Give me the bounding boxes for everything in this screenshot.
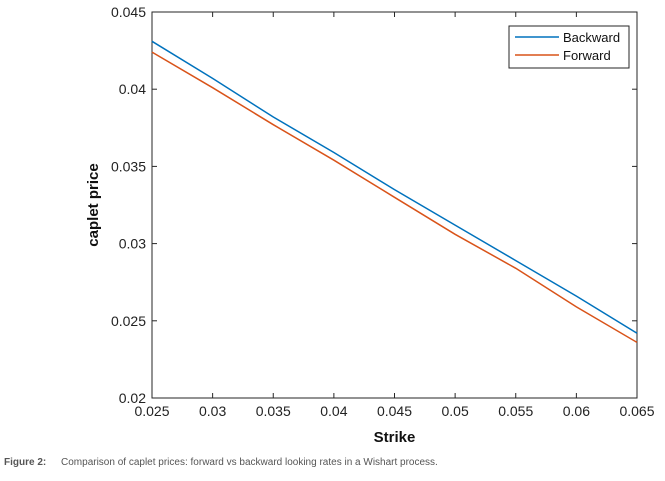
- legend-box: [508, 25, 630, 69]
- y-tick-label: 0.025: [111, 313, 146, 329]
- y-axis-label: caplet price: [85, 163, 102, 246]
- series-line-backward: [151, 40, 638, 334]
- x-tick-label: 0.065: [619, 403, 654, 419]
- figure-label: Figure 2:: [4, 457, 47, 468]
- x-axis-label: Strike: [374, 429, 416, 446]
- x-tick-label: 0.035: [256, 403, 291, 419]
- series-line-forward: [151, 51, 638, 344]
- figure-caption: Figure 2: Comparison of caplet prices: f…: [4, 457, 438, 468]
- legend-label-backward: Backward: [563, 30, 620, 45]
- x-tick-label: 0.045: [377, 403, 412, 419]
- x-tick-label: 0.06: [563, 403, 590, 419]
- y-tick-label: 0.02: [119, 390, 146, 406]
- plot-area-frame: [151, 11, 638, 399]
- y-tick-label: 0.03: [119, 236, 146, 252]
- y-tick-label: 0.04: [119, 81, 146, 97]
- figure-caption-text: Comparison of caplet prices: forward vs …: [61, 457, 438, 468]
- y-tick-label: 0.045: [111, 4, 146, 20]
- x-tick-label: 0.05: [442, 403, 469, 419]
- x-tick-label: 0.03: [199, 403, 226, 419]
- x-tick-label: 0.04: [320, 403, 347, 419]
- x-tick-label: 0.055: [498, 403, 533, 419]
- x-tick-label: 0.025: [134, 403, 169, 419]
- y-tick-label: 0.035: [111, 158, 146, 174]
- legend-label-forward: Forward: [563, 48, 611, 63]
- caplet-price-chart: 0.025 0.03 0.035 0.04 0.045 0.05 0.055 0.06 0.06…: [85, 4, 655, 446]
